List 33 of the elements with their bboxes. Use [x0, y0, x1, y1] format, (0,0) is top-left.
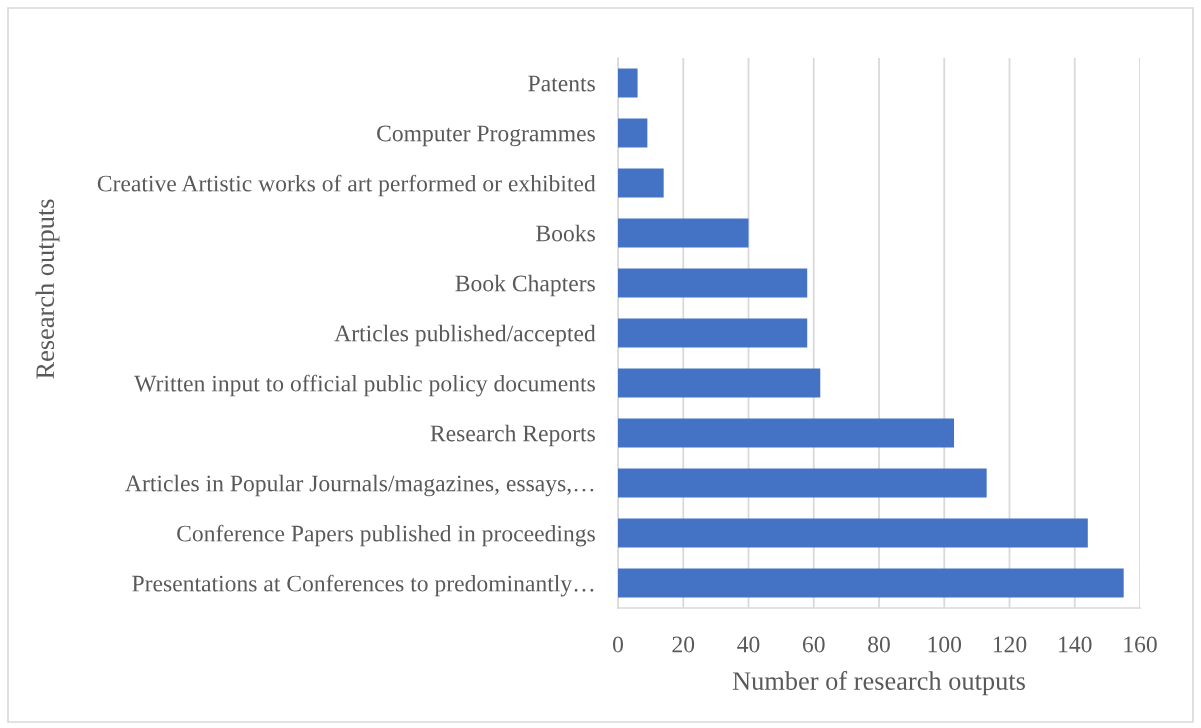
x-tick-label: 0 — [613, 636, 623, 653]
y-tick-label: Computer Programmes — [377, 125, 595, 147]
bar — [618, 268, 808, 298]
x-tick-label: 100 — [928, 636, 962, 653]
x-tick-label: 80 — [868, 636, 890, 653]
bar — [618, 218, 749, 248]
bar — [618, 168, 664, 198]
y-tick-label: Research Reports — [430, 424, 595, 447]
bar — [618, 468, 987, 498]
x-tick-label: 140 — [1059, 636, 1092, 653]
y-axis-title: Research outputs — [35, 199, 60, 379]
x-tick-label: 120 — [993, 636, 1027, 653]
bar — [618, 368, 821, 398]
y-tick-label: Presentations at Conferences to predominantly… — [132, 574, 594, 597]
y-tick-label: Articles published/accepted — [334, 324, 596, 347]
bar — [618, 518, 1088, 548]
y-tick-label: Books — [536, 224, 595, 242]
bar — [618, 568, 1124, 598]
bar — [618, 68, 638, 98]
bar — [618, 318, 808, 348]
x-tick-label: 160 — [1124, 636, 1157, 653]
y-tick-label: Written input to official public policy documents — [134, 374, 595, 397]
bar — [618, 418, 955, 448]
y-tick-label: Patents — [528, 75, 595, 92]
y-tick-label: Creative Artistic works of art performed or exhibited — [97, 174, 596, 197]
x-tick-label: 40 — [737, 636, 760, 653]
x-tick-label: 60 — [802, 636, 825, 653]
x-axis-title: Number of research outputs — [732, 671, 1025, 696]
y-tick-label: Conference Papers published in proceedings — [177, 524, 595, 547]
x-tick-label: 20 — [672, 636, 695, 653]
y-tick-label: Articles in Popular Journals/magazines, essays,… — [125, 474, 594, 497]
bar — [618, 118, 648, 148]
y-tick-label: Book Chapters — [455, 274, 595, 297]
